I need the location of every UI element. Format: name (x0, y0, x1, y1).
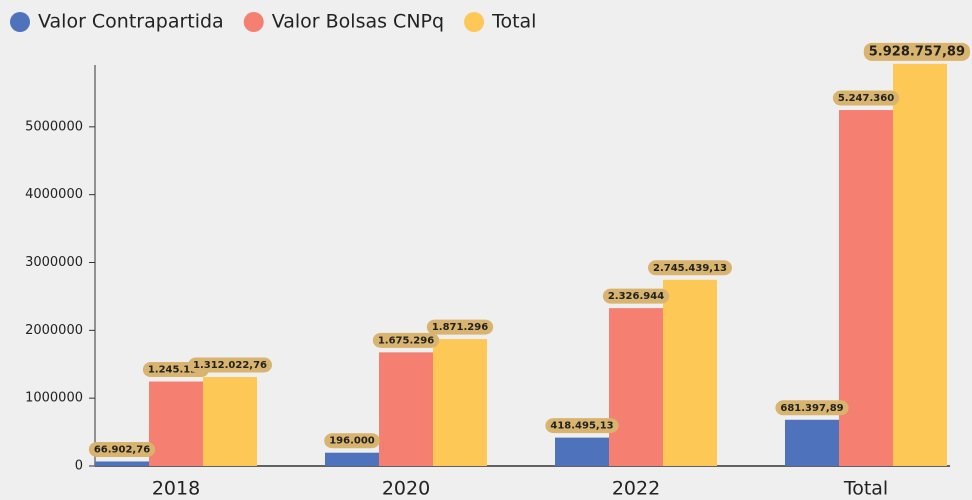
value-label-bg (775, 400, 849, 416)
legend-label: Valor Contrapartida (38, 11, 224, 33)
value-label: 418.495,13 (550, 421, 613, 432)
value-label-bg (187, 357, 273, 373)
legend-label: Valor Bolsas CNPq (272, 11, 444, 33)
value-label: 1.245.120 (148, 365, 204, 376)
bar (663, 279, 717, 466)
bar (785, 419, 839, 466)
y-tick-label: 5000000 (25, 119, 83, 134)
bar (609, 308, 663, 466)
y-tick-label: 0 (75, 459, 83, 474)
x-tick-label: 2020 (382, 478, 430, 500)
y-tick-label: 2000000 (25, 323, 83, 338)
value-label-bg (372, 332, 440, 348)
bar (325, 452, 379, 466)
bar (203, 377, 257, 466)
x-tick-label: 2018 (152, 478, 200, 500)
value-label-bg (426, 319, 494, 335)
legend-marker (10, 12, 30, 32)
value-label-bg (647, 260, 733, 276)
value-label-bg (863, 42, 970, 61)
y-tick-label: 3000000 (25, 255, 83, 270)
value-label: 1.675.296 (378, 335, 434, 346)
value-label-bg (545, 418, 619, 434)
value-label: 5.247.360 (838, 93, 894, 104)
value-label-bg (88, 441, 156, 457)
value-label: 2.326.944 (608, 291, 664, 302)
legend-marker (243, 12, 264, 32)
bar (149, 381, 203, 466)
bar (433, 339, 487, 466)
y-tick-label: 4000000 (25, 187, 83, 202)
bar (893, 63, 947, 467)
value-label: 66.902,76 (94, 444, 150, 455)
value-label: 1.312.022,76 (193, 360, 267, 371)
y-tick-label: 1000000 (25, 391, 83, 406)
legend-label: Total (491, 11, 536, 33)
bar (95, 461, 149, 466)
bar (555, 437, 609, 466)
value-label: 5.928.757,89 (869, 44, 965, 59)
value-label-bg (832, 90, 900, 106)
value-label: 2.745.439,13 (653, 263, 727, 274)
value-label: 196.000 (329, 436, 375, 447)
legend-marker (464, 12, 485, 32)
value-label: 1.871.296 (432, 322, 488, 333)
x-tick-label: 2022 (612, 478, 660, 500)
x-tick-label: Total (843, 478, 888, 500)
bar (379, 352, 433, 466)
value-label-bg (602, 288, 670, 304)
value-label: 681.397,89 (780, 403, 843, 414)
bar (839, 110, 893, 466)
value-label-bg (324, 433, 380, 449)
